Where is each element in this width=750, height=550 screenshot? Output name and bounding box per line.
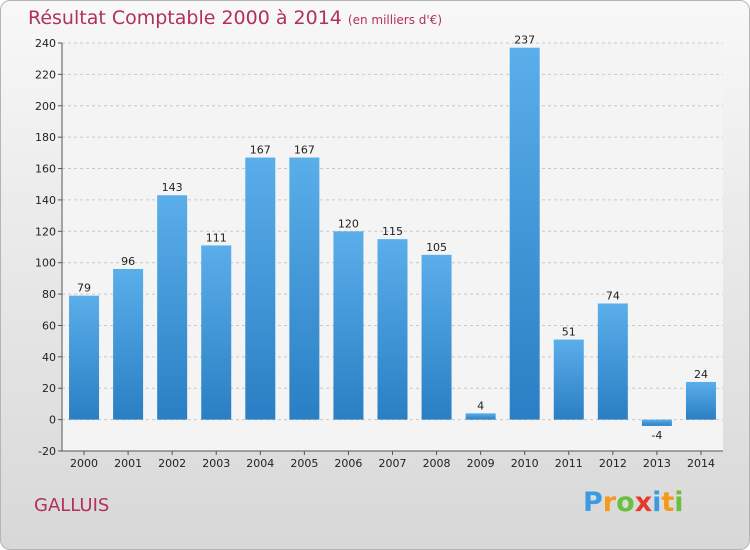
data-label-2011: 51 [562, 326, 576, 339]
x-tick-label-2006: 2006 [334, 457, 362, 470]
chart-title-text: Résultat Comptable 2000 à 2014 [28, 7, 342, 29]
x-tick-label-2014: 2014 [687, 457, 715, 470]
y-tick-label: 140 [35, 194, 56, 207]
x-tick-label-2007: 2007 [379, 457, 407, 470]
x-tick-label-2000: 2000 [70, 457, 98, 470]
bar-2007 [377, 239, 408, 420]
bar-2013 [641, 419, 672, 426]
y-tick-label: 60 [42, 319, 56, 332]
y-tick-label: 180 [35, 131, 56, 144]
y-tick-label: 240 [35, 37, 56, 50]
data-label-2007: 115 [382, 225, 403, 238]
data-label-2006: 120 [338, 217, 359, 230]
data-label-2003: 111 [206, 231, 227, 244]
x-tick-label-2011: 2011 [555, 457, 583, 470]
x-tick-label-2010: 2010 [511, 457, 539, 470]
bar-2014 [685, 381, 716, 420]
logo-letter: i [674, 487, 684, 518]
data-label-2005: 167 [294, 144, 315, 157]
x-tick-label-2004: 2004 [246, 457, 274, 470]
proxiti-logo: Proxiti [583, 487, 684, 518]
logo-letter: r [602, 487, 617, 518]
bar-2002 [157, 195, 188, 420]
data-label-2008: 105 [426, 241, 447, 254]
bar-2011 [553, 339, 584, 420]
logo-letter: P [583, 487, 603, 518]
data-label-2010: 237 [514, 34, 535, 47]
x-tick-label-2003: 2003 [202, 457, 230, 470]
y-tick-label: 20 [42, 382, 56, 395]
data-label-2013: -4 [651, 429, 662, 442]
bar-2008 [421, 254, 452, 420]
data-label-2001: 96 [121, 255, 135, 268]
data-label-2000: 79 [77, 282, 91, 295]
commune-name: GALLUIS [34, 495, 110, 516]
bar-2001 [113, 268, 144, 420]
x-tick-label-2013: 2013 [643, 457, 671, 470]
data-label-2012: 74 [606, 289, 620, 302]
x-tick-label-2012: 2012 [599, 457, 627, 470]
bar-2012 [597, 303, 628, 420]
y-tick-label: 220 [35, 68, 56, 81]
logo-letter: o [616, 487, 635, 518]
bar-2006 [333, 231, 364, 420]
bar-2009 [465, 413, 496, 420]
x-tick-label-2005: 2005 [290, 457, 318, 470]
x-tick-label-2009: 2009 [467, 457, 495, 470]
y-tick-label: 100 [35, 257, 56, 270]
y-tick-label: 120 [35, 225, 56, 238]
y-tick-label: -20 [38, 445, 56, 458]
bar-2010 [509, 47, 540, 420]
bar-2005 [289, 157, 320, 420]
y-tick-label: 80 [42, 288, 56, 301]
data-label-2002: 143 [162, 181, 183, 194]
bar-2004 [245, 157, 276, 420]
logo-letter: i [652, 487, 662, 518]
x-tick-label-2001: 2001 [114, 457, 142, 470]
y-tick-label: 200 [35, 100, 56, 113]
data-label-2014: 24 [694, 368, 708, 381]
y-tick-label: 0 [49, 414, 56, 427]
chart-subtitle: (en milliers d'€) [347, 13, 443, 27]
bar-2003 [201, 245, 232, 420]
data-label-2009: 4 [477, 399, 484, 412]
x-tick-label-2008: 2008 [423, 457, 451, 470]
y-tick-label: 40 [42, 351, 56, 364]
logo-letter: t [661, 487, 675, 518]
data-label-2004: 167 [250, 144, 271, 157]
bar-2000 [69, 295, 100, 420]
y-tick-label: 160 [35, 163, 56, 176]
chart-title: Résultat Comptable 2000 à 2014 (en millie… [28, 7, 442, 29]
x-tick-label-2002: 2002 [158, 457, 186, 470]
logo-letter: x [634, 487, 653, 518]
